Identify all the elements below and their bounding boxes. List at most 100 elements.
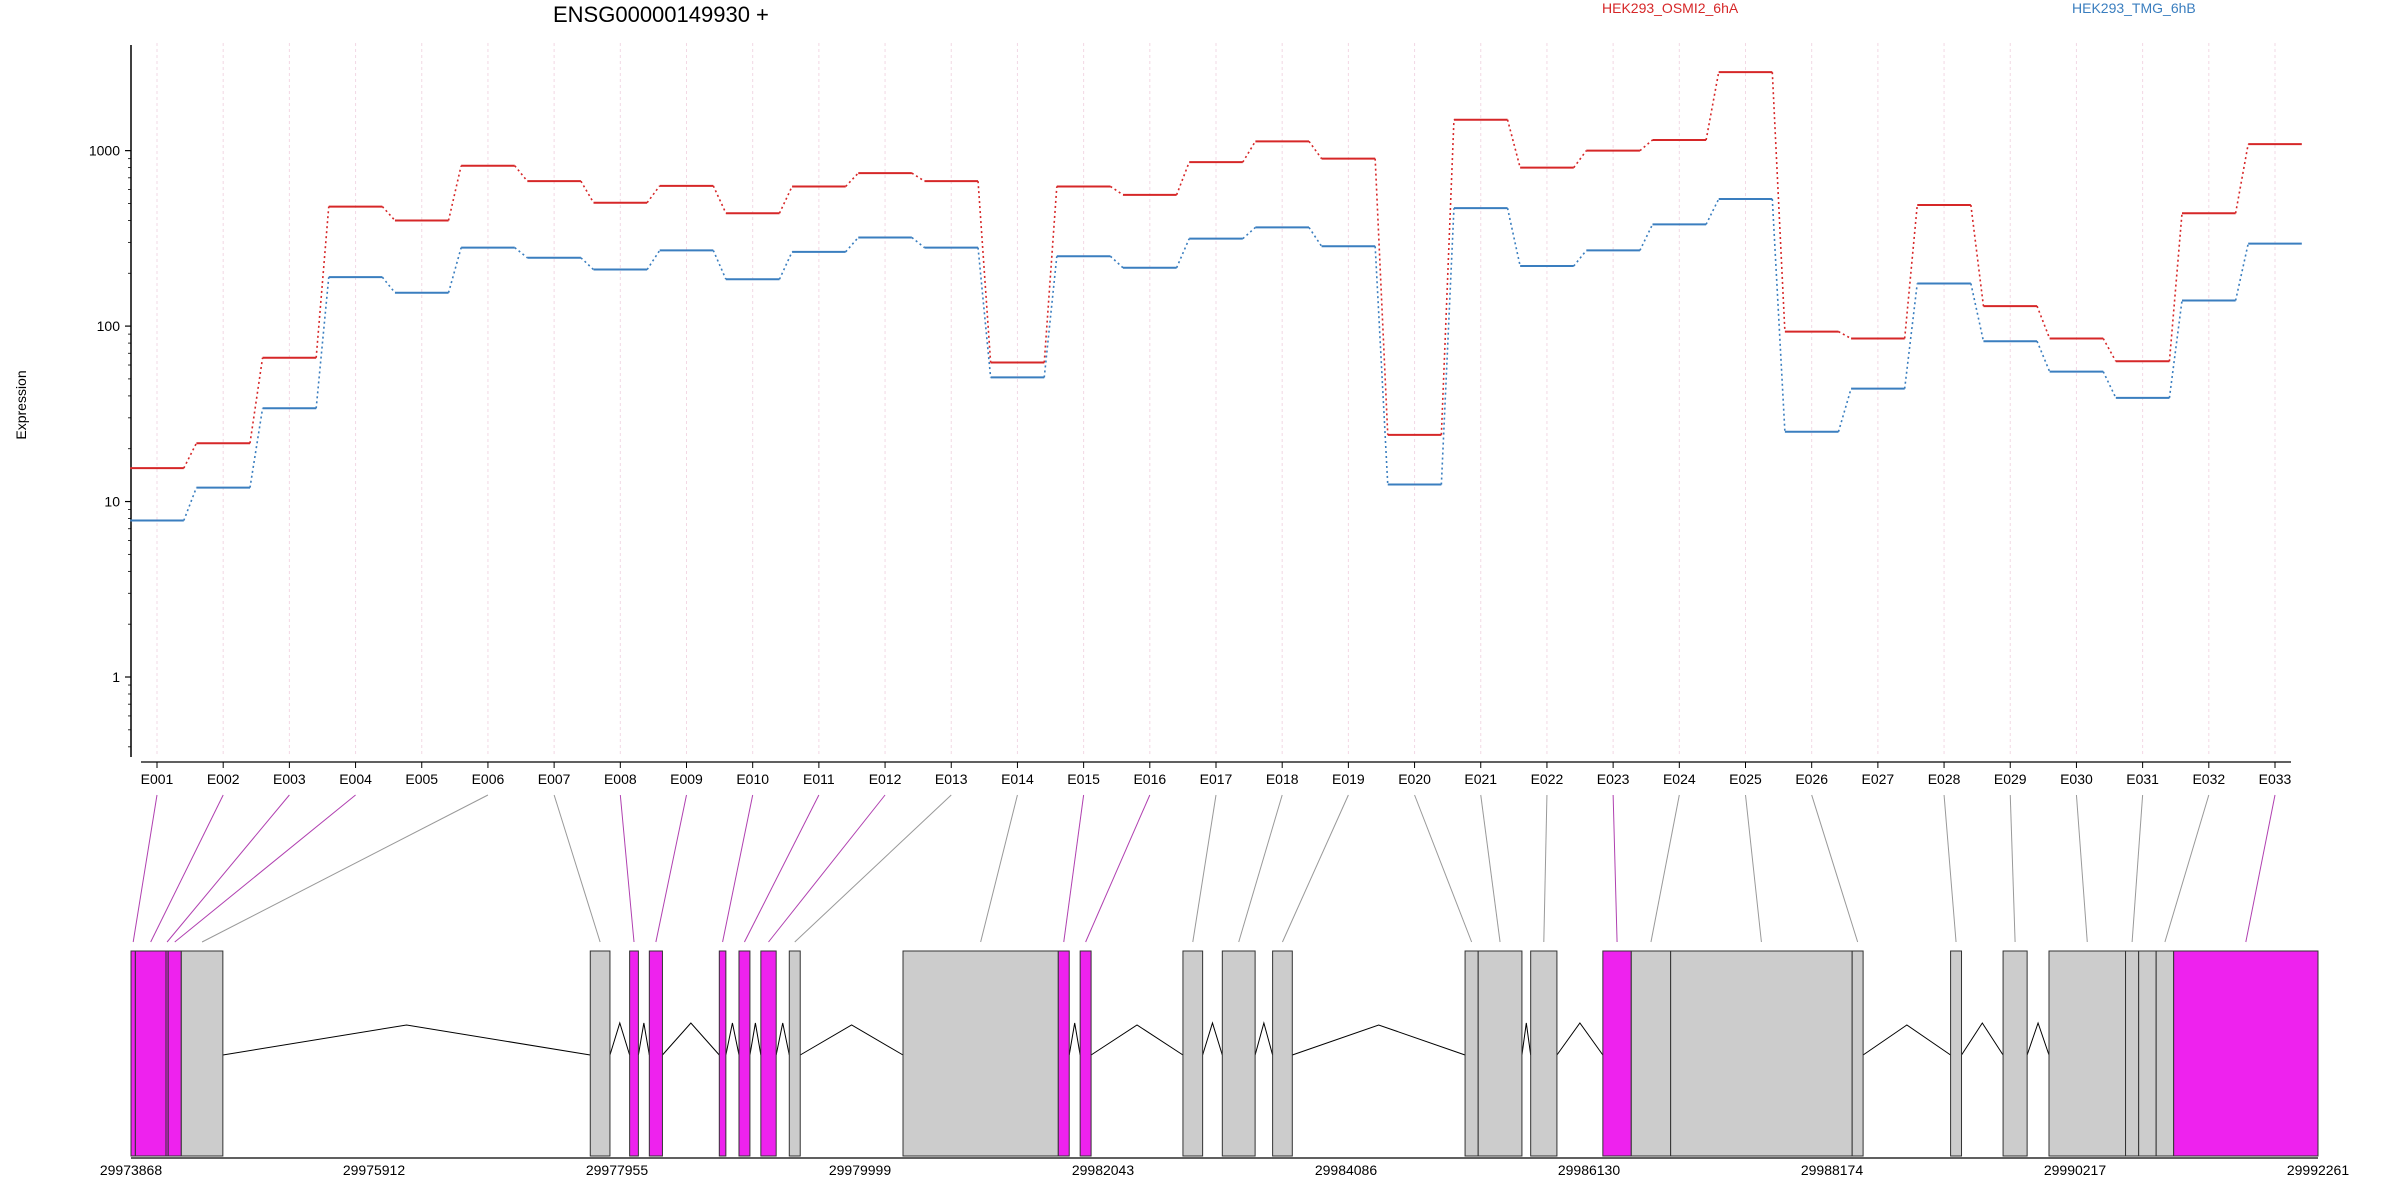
x-tick-label: E019 [1332, 771, 1365, 787]
series-connector [2168, 300, 2183, 398]
series-connector [447, 165, 462, 221]
series-connector [183, 442, 198, 469]
x-tick-label: E026 [1795, 771, 1828, 787]
x-tick-label: E027 [1862, 771, 1895, 787]
exon-box [1182, 950, 1204, 1157]
intron-line [749, 1022, 762, 1056]
series-connector [1705, 198, 1720, 225]
genomic-coordinate-label: 29979999 [829, 1162, 892, 1178]
x-tick-label: E028 [1928, 771, 1961, 787]
x-tick-label: E016 [1133, 771, 1166, 787]
exon-connector [1745, 794, 1762, 943]
genomic-coordinate-label: 29988174 [1801, 1162, 1864, 1178]
exon-box [738, 950, 751, 1157]
series-2 [130, 198, 2302, 522]
series-connector [1374, 158, 1389, 435]
exon-connector [1063, 794, 1085, 943]
series-connector [1440, 208, 1455, 485]
chart-axes: 1 10 100 1000 E001 E002 E003 E004 E005 E006 E007 E0… [89, 45, 2292, 787]
series-connector [845, 236, 859, 253]
exon-connector [1414, 794, 1473, 943]
exon-connector [2009, 794, 2016, 943]
exon-connector [150, 794, 224, 943]
exon-connector [553, 794, 601, 943]
x-tick-label: E017 [1200, 771, 1233, 787]
intron-line [1090, 1024, 1184, 1056]
series-connector [646, 185, 661, 204]
series-connector [1639, 224, 1654, 251]
intron-line [1556, 1022, 1604, 1056]
exon-box [1670, 950, 1853, 1157]
series-connector [2036, 340, 2051, 372]
exon-connector [1238, 794, 1283, 943]
gene-title: ENSG00000149930 + [553, 2, 769, 27]
exon-box [180, 950, 224, 1157]
series-connector [580, 257, 595, 271]
exon-box [1851, 950, 1864, 1157]
series-connector [1903, 283, 1919, 389]
exon-box [1272, 950, 1293, 1157]
series-1 [130, 71, 2302, 470]
exon-connector [2164, 794, 2210, 943]
series-connector [1374, 246, 1389, 485]
x-tick-label: E023 [1597, 771, 1630, 787]
exon-box [2002, 950, 2028, 1157]
intron-line [799, 1024, 904, 1056]
genomic-coordinate-label: 29986130 [1558, 1162, 1621, 1178]
exon-connector [980, 794, 1018, 943]
exon-box [718, 950, 727, 1157]
y-axis-label: Expression [13, 370, 29, 439]
series-connector [2036, 305, 2051, 339]
exon-connector [1612, 794, 1618, 943]
exon-connector [201, 794, 489, 943]
x-tick-label: E002 [207, 771, 240, 787]
series-connector [1970, 204, 1985, 307]
series-connector [1440, 119, 1455, 435]
exon-box [788, 950, 801, 1157]
exon-connector [744, 794, 820, 943]
genomic-coordinate-label: 29982043 [1072, 1162, 1135, 1178]
x-tick-label: E003 [273, 771, 306, 787]
intron-line [609, 1021, 631, 1056]
x-tick-label: E005 [405, 771, 438, 787]
intron-line [1521, 1022, 1532, 1056]
genomic-coordinate-label: 29973868 [100, 1162, 163, 1178]
series-connector [249, 408, 264, 488]
x-tick-label: E006 [472, 771, 505, 787]
series-connector [1506, 119, 1521, 168]
x-tick-label: E015 [1067, 771, 1100, 787]
series-connector [712, 250, 727, 280]
intron-line [222, 1024, 591, 1056]
legend-entry-series-2: HEK293_TMG_6hB [2072, 0, 2196, 16]
exon-box [2125, 950, 2140, 1157]
intron-line [775, 1022, 790, 1056]
x-tick-label: E009 [670, 771, 703, 787]
series-connector [646, 249, 661, 270]
exon-connector [619, 794, 635, 943]
exon-box [1950, 950, 1963, 1157]
exon-connector [1543, 794, 1548, 943]
exon-box [1530, 950, 1558, 1157]
exon-connector [655, 794, 687, 943]
series-lines [130, 71, 2302, 522]
genomic-coordinate-label: 29992261 [2287, 1162, 2350, 1178]
exon-connector [1192, 794, 1217, 943]
exon-box [1630, 950, 1672, 1157]
series-connector [2102, 338, 2117, 362]
series-connector [1043, 186, 1058, 363]
series-connector [514, 247, 528, 259]
exon-box [1464, 950, 1479, 1157]
intron-line [2026, 1021, 2050, 1056]
series-connector [381, 276, 396, 294]
exon-connector [794, 794, 952, 943]
x-tick-label: E030 [2060, 771, 2093, 787]
exon-box [1602, 950, 1632, 1157]
series-connector [1705, 72, 1720, 141]
series-connector [447, 247, 462, 293]
series-connector [315, 206, 330, 358]
series-connector [1175, 161, 1190, 196]
exon-gridlines [156, 43, 2276, 757]
series-connector [1043, 256, 1058, 378]
intron-line [1254, 1021, 1274, 1056]
